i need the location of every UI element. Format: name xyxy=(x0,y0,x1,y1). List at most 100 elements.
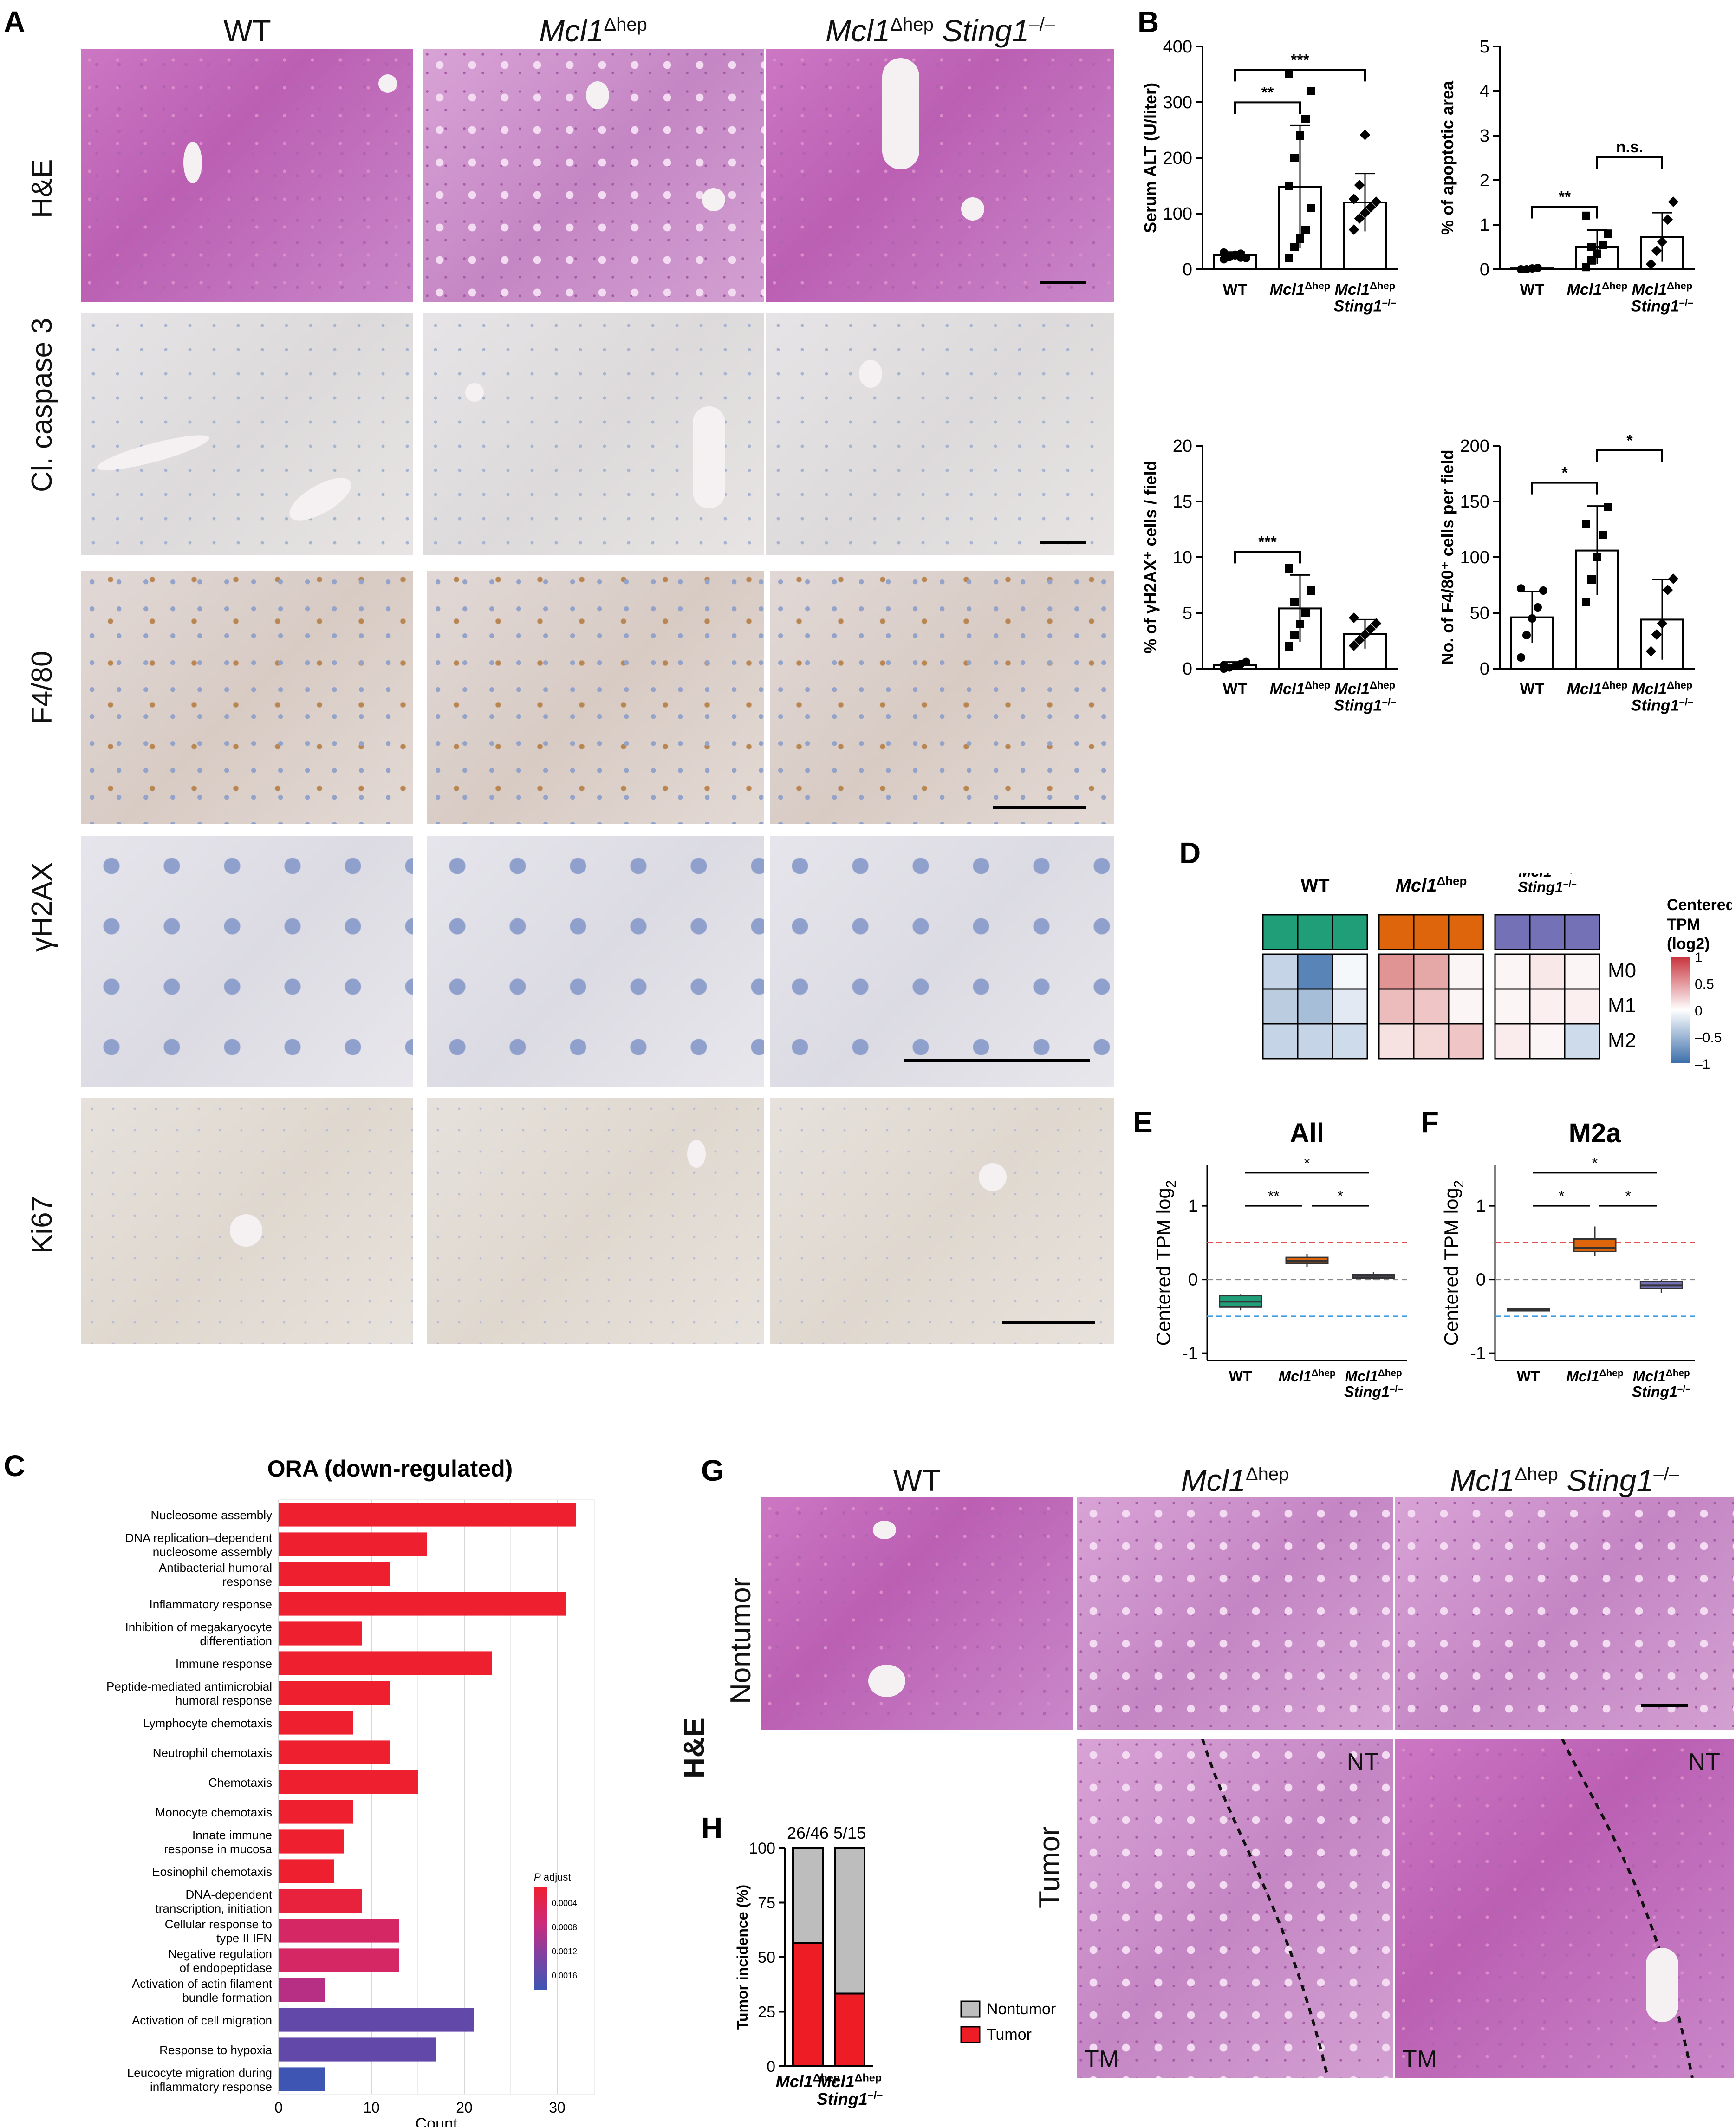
heatmap-cell xyxy=(1564,953,1600,990)
data-point xyxy=(1582,211,1590,220)
stacked-bar-segment xyxy=(792,1942,824,2067)
y-tick-label: 4 xyxy=(1480,82,1489,101)
y-tick-label: -1 xyxy=(1182,1344,1198,1363)
data-point xyxy=(1236,253,1245,262)
bar xyxy=(279,1770,418,1794)
row-label-caspase3: Cl. caspase 3 xyxy=(26,318,58,492)
y-tick-label: Inflammatory response xyxy=(150,1597,272,1611)
y-tick-label: Leucocyte migration during inflammatory r… xyxy=(127,2066,272,2094)
bar xyxy=(279,1503,576,1527)
y-tick-label: 0 xyxy=(1183,260,1192,280)
heatmap-legend-title: Centered xyxy=(1667,896,1732,914)
data-point xyxy=(1359,208,1371,218)
legend-tick: 0.0008 xyxy=(552,1923,577,1932)
y-tick-label: Antibacterial humoral response xyxy=(159,1561,272,1588)
x-tick-label: Mcl1Δhep xyxy=(1567,280,1628,299)
y-tick-label: 300 xyxy=(1163,93,1192,112)
box xyxy=(1573,1238,1617,1252)
heatmap-group-label: Mcl1Δhep xyxy=(1396,874,1467,896)
heatmap-cell xyxy=(1332,988,1368,1025)
heatmap-group-cell xyxy=(1378,914,1415,950)
data-point xyxy=(1371,196,1382,207)
micrograph-gh2ax-wt xyxy=(81,836,413,1087)
bar xyxy=(279,2008,474,2032)
legend-title: P adjust xyxy=(534,1871,571,1883)
y-tick-label: Negative regulation of endopeptidase xyxy=(168,1947,272,1975)
heatmap-cell xyxy=(1378,1023,1415,1060)
x-tick-label: WT xyxy=(1517,1368,1540,1385)
x-tick-label: Mcl1Δhep xyxy=(1566,1368,1623,1385)
x-tick-label: Mcl1Δhep Sting1–/– xyxy=(817,2071,883,2108)
data-point xyxy=(1307,204,1315,212)
y-tick-label: DNA-dependent transcription, initiation xyxy=(156,1887,273,1915)
y-tick-label: 100 xyxy=(749,1840,775,1857)
row-label-f480: F4/80 xyxy=(26,651,58,724)
x-tick-label: 30 xyxy=(549,2099,566,2116)
y-tick-label: 75 xyxy=(758,1894,775,1912)
heatmap-group-cell xyxy=(1529,914,1566,950)
x-tick-label: Mcl1Δhep xyxy=(1270,679,1331,698)
heatmap-cell xyxy=(1262,988,1299,1025)
heatmap-legend-title-2: TPM xyxy=(1667,916,1700,933)
data-point xyxy=(1242,657,1250,666)
x-tick-label: Mcl1Δhep Sting1–/– xyxy=(1344,1368,1403,1400)
heatmap-group-cell xyxy=(1297,914,1333,950)
chart-e-all: All -1 0 1 Centered TPM log2 WT Mcl1Δhep Mcl1Δ… xyxy=(1152,1118,1407,1400)
x-tick-label: Mcl1Δhep xyxy=(1278,1368,1335,1385)
significance-bracket xyxy=(1234,101,1301,114)
heatmap-group-cell xyxy=(1448,914,1484,950)
micrograph-g-nontumor-mcl1 xyxy=(1077,1497,1393,1730)
bar xyxy=(279,1859,334,1883)
data-point xyxy=(1348,194,1359,204)
x-tick-label: WT xyxy=(1223,680,1248,698)
micrograph-f480-wt xyxy=(81,571,413,824)
heatmap-cell xyxy=(1413,1023,1450,1060)
data-point xyxy=(1534,603,1542,612)
significance-label: *** xyxy=(1291,51,1309,69)
x-tick-label: 0 xyxy=(274,2099,283,2116)
micrograph-g-tumor-mcl1-sting1: NT TM xyxy=(1395,1739,1734,2078)
y-axis-label: Centered TPM log2 xyxy=(1440,1180,1467,1346)
y-tick-label: Activation of cell migration xyxy=(132,2013,272,2027)
heatmap-group-cell xyxy=(1262,914,1299,950)
g-col-title-mcl1: Mcl1Δhep xyxy=(1181,1463,1289,1497)
micrograph-g-tumor-mcl1: NT TM xyxy=(1077,1739,1393,2078)
heatmap-cell xyxy=(1262,1023,1299,1060)
heatmap-row-label: M2 xyxy=(1608,1029,1636,1052)
significance-label: * xyxy=(1626,432,1633,449)
x-tick-label: WT xyxy=(1229,1368,1252,1385)
data-point xyxy=(1599,241,1607,249)
heatmap-cell xyxy=(1297,1023,1333,1060)
y-tick-label: 50 xyxy=(758,1949,775,1966)
y-tick-label: 150 xyxy=(1460,492,1489,512)
y-tick-label: 5 xyxy=(1183,604,1192,623)
y-tick-label: 50 xyxy=(1470,604,1489,623)
heatmap-cell xyxy=(1564,988,1600,1025)
heatmap-cell xyxy=(1448,988,1484,1025)
boxplot-title: M2a xyxy=(1569,1118,1622,1148)
heatmap-colorbar-tick: 0 xyxy=(1695,1003,1703,1019)
y-axis-label: Tumor incidence (%) xyxy=(734,1885,751,2030)
row-label-ki67: Ki67 xyxy=(26,1196,58,1254)
panel-label-e: E xyxy=(1133,1106,1153,1139)
panel-h-chart: 0 25 50 75 100 Tumor incidence (%) 26/46 Mcl1Δh… xyxy=(734,1823,1056,2108)
bar xyxy=(279,1532,427,1556)
data-point xyxy=(1285,182,1293,190)
heatmap-colorbar-tick: –0.5 xyxy=(1695,1030,1722,1046)
legend-tick: 0.0004 xyxy=(552,1899,577,1908)
data-point xyxy=(1220,661,1228,670)
data-point xyxy=(1365,202,1376,213)
data-point xyxy=(1301,609,1310,617)
g-row-label-nontumor: Nontumor xyxy=(725,1577,757,1704)
data-point xyxy=(1651,245,1662,256)
data-point xyxy=(1301,226,1310,234)
heatmap-colorbar-tick: –1 xyxy=(1695,1057,1710,1072)
x-tick-label: Mcl1Δhep xyxy=(776,2071,840,2091)
x-tick-label: WT xyxy=(1520,281,1545,299)
heatmap-cell xyxy=(1297,953,1333,990)
g-col-title-wt: WT xyxy=(893,1463,941,1497)
data-point xyxy=(1582,520,1590,528)
data-point xyxy=(1604,503,1612,511)
legend-swatch xyxy=(960,2026,981,2043)
x-tick-label: 10 xyxy=(363,2099,380,2116)
